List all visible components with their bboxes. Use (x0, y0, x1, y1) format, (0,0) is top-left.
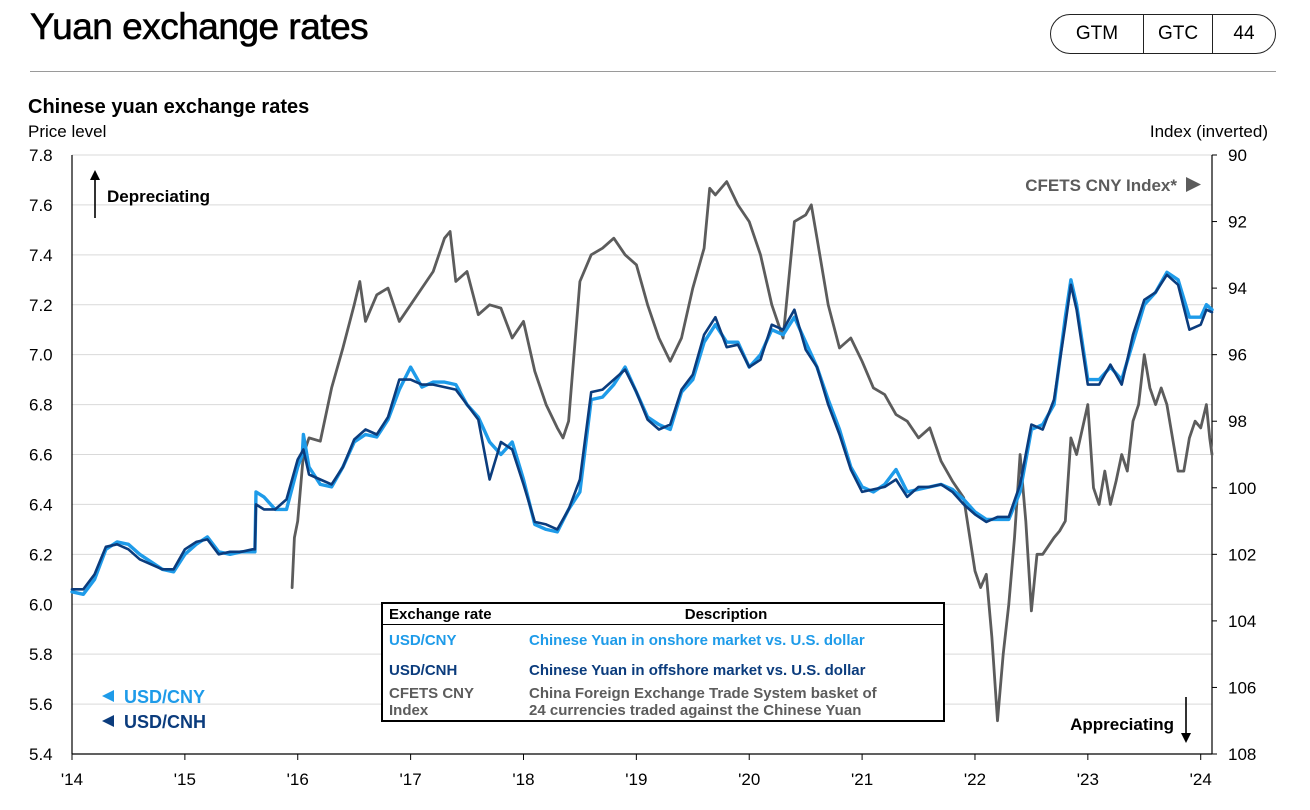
y-left-tick-label: 6.8 (29, 396, 53, 415)
x-tick-label: '23 (1077, 770, 1099, 789)
appreciating-label: Appreciating (1070, 715, 1174, 734)
table-cell-rate: USD/CNY (389, 632, 457, 649)
y-right-tick-label: 92 (1228, 213, 1247, 232)
badge-gtm: GTM (1075, 23, 1119, 44)
y-left-tick-label: 5.4 (29, 745, 53, 764)
usd-cnh-legend-label: USD/CNH (124, 712, 206, 732)
y-left-tick-label: 7.8 (29, 146, 53, 165)
chart-title: Chinese yuan exchange rates (28, 96, 309, 118)
y-left-tick-label: 7.2 (29, 296, 53, 315)
y-right-tick-label: 106 (1228, 678, 1256, 697)
table-cell-description: Chinese Yuan in onshore market vs. U.S. … (529, 632, 865, 649)
table-cell-rate-line-1: CFETS CNY (389, 685, 475, 702)
usd-cny-line (70, 270, 1214, 596)
table-row-usd-cnh: USD/CNH Chinese Yuan in offshore market … (383, 656, 943, 685)
depreciating-arrow-head (90, 170, 100, 180)
y-left-tick-label: 7.6 (29, 196, 53, 215)
x-tick-label: '18 (512, 770, 534, 789)
cfets-right-arrow-icon (1186, 177, 1201, 192)
x-tick-label: '22 (964, 770, 986, 789)
page-title: Yuan exchange rates (30, 6, 369, 48)
x-tick-label: '20 (738, 770, 760, 789)
table-header-description: Description (684, 605, 768, 623)
table-cell-description: Chinese Yuan in offshore market vs. U.S.… (529, 662, 866, 679)
y-right-tick-label: 96 (1228, 346, 1247, 365)
right-axis-label: Index (inverted) (1150, 122, 1268, 141)
y-right-tick-label: 94 (1228, 279, 1247, 298)
depreciating-label: Depreciating (107, 187, 210, 206)
usd-cnh-line (70, 273, 1214, 591)
table-header-rate: Exchange rate (389, 605, 492, 623)
x-tick-label: '24 (1190, 770, 1212, 789)
y-right-tick-label: 90 (1228, 146, 1247, 165)
y-right-tick-label: 98 (1228, 412, 1247, 431)
left-axis-label: Price level (28, 122, 106, 141)
y-right-tick-label: 100 (1228, 479, 1256, 498)
x-tick-label: '16 (287, 770, 309, 789)
badge-gtc: GTC (1143, 15, 1212, 53)
x-tick-label: '19 (625, 770, 647, 789)
y-left-tick-label: 6.2 (29, 545, 53, 564)
y-left-tick-label: 7.0 (29, 346, 53, 365)
usd-cny-legend-icon (102, 690, 114, 702)
y-left-tick-label: 6.4 (29, 495, 53, 514)
reference-badges: GTM GTC 44 (1050, 14, 1276, 54)
x-tick-label: '17 (400, 770, 422, 789)
table-cell-rate-line-2: Index (389, 702, 429, 719)
y-left-tick-label: 6.6 (29, 446, 53, 465)
y-left-tick-label: 5.6 (29, 695, 53, 714)
y-right-tick-label: 102 (1228, 545, 1256, 564)
table-cell-description-line-1: China Foreign Exchange Trade System bask… (529, 685, 877, 702)
y-right-tick-label: 104 (1228, 612, 1256, 631)
y-right-tick-label: 108 (1228, 745, 1256, 764)
usd-cnh-legend-icon (102, 715, 114, 727)
cfets-index-line (290, 180, 1214, 723)
usd-cny-legend-label: USD/CNY (124, 687, 205, 707)
y-left-tick-label: 7.4 (29, 246, 53, 265)
table-header-row: Exchange rate Description (383, 604, 943, 625)
title-divider (30, 71, 1276, 72)
x-tick-label: '14 (61, 770, 83, 789)
y-left-tick-label: 6.0 (29, 595, 53, 614)
appreciating-arrow-head (1181, 733, 1191, 743)
table-cell-rate: USD/CNH (389, 662, 458, 679)
table-row-cfets: CFETS CNY Index China Foreign Exchange T… (383, 685, 943, 720)
cfets-series-label: CFETS CNY Index* (1025, 176, 1177, 195)
y-left-tick-label: 5.8 (29, 645, 53, 664)
table-cell-description: China Foreign Exchange Trade System bask… (529, 685, 943, 719)
table-cell-rate: CFETS CNY Index (383, 685, 529, 719)
table-cell-description-line-2: 24 currencies traded against the Chinese… (529, 702, 862, 719)
badge-page-number: 44 (1212, 15, 1275, 53)
x-tick-label: '15 (174, 770, 196, 789)
x-tick-label: '21 (851, 770, 873, 789)
series-description-table: Exchange rate Description USD/CNY Chines… (381, 602, 945, 722)
table-row-usd-cny: USD/CNY Chinese Yuan in onshore market v… (383, 625, 943, 656)
